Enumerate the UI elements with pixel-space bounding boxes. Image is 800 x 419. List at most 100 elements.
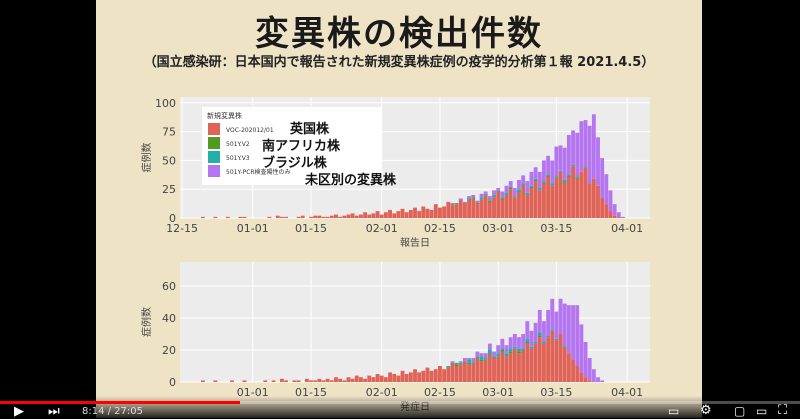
legend-annotation: ブラジル株 — [262, 155, 328, 171]
bar-segment — [529, 171, 534, 186]
bar-segment — [438, 366, 442, 382]
bar-segment — [562, 346, 567, 382]
bar-segment — [542, 343, 546, 382]
bar-segment — [537, 310, 542, 333]
bar-segment — [504, 194, 509, 218]
bar-segment — [350, 213, 355, 218]
bar-segment — [591, 114, 596, 179]
bar-segment — [508, 181, 513, 187]
bar-segment — [550, 329, 555, 331]
bar-segment — [517, 189, 521, 192]
bar-segment — [554, 177, 559, 179]
bar-segment — [375, 211, 380, 218]
bar-segment — [230, 380, 234, 382]
bar-segment — [496, 356, 501, 382]
bar-segment — [583, 342, 588, 378]
bar-segment — [471, 361, 476, 363]
y-tick-label: 0 — [169, 212, 176, 225]
bar-segment — [542, 321, 546, 342]
subtitles-icon[interactable]: ▭ — [668, 404, 680, 418]
bar-segment — [504, 192, 509, 195]
bar-segment — [537, 335, 542, 338]
bar-segment — [529, 346, 534, 349]
bar-segment — [546, 175, 551, 177]
miniplayer-icon[interactable]: ▢ — [734, 404, 746, 418]
bar-segment — [575, 176, 580, 178]
progress-played — [0, 401, 240, 404]
bar-segment — [492, 351, 496, 357]
bar-segment — [471, 197, 476, 218]
bar-segment — [533, 178, 538, 180]
bar-segment — [392, 213, 397, 218]
bar-segment — [571, 166, 575, 218]
y-tick-label: 60 — [162, 280, 176, 293]
bar-segment — [596, 185, 600, 218]
fullscreen-icon[interactable]: ⛶ — [778, 403, 788, 418]
bar-segment — [487, 353, 492, 355]
bar-segment — [467, 196, 472, 199]
bar-segment — [512, 197, 517, 218]
x-tick-label: 03-15 — [540, 222, 572, 235]
bar-segment — [579, 324, 584, 373]
bar-segment — [583, 120, 588, 167]
bar-segment — [462, 358, 467, 362]
bar-segment — [587, 125, 592, 184]
bar-segment — [275, 215, 280, 218]
bar-segment — [338, 378, 343, 382]
bar-segment — [562, 303, 567, 346]
bar-segment — [608, 211, 613, 218]
bar-segment — [579, 372, 584, 382]
bar-segment — [571, 305, 575, 360]
bar-segment — [267, 216, 272, 218]
settings-icon[interactable]: ⚙ — [700, 403, 712, 418]
bar-segment — [616, 212, 621, 217]
x-axis-label: 報告日 — [400, 236, 430, 249]
bar-segment — [562, 179, 567, 183]
bar-segment — [400, 208, 405, 218]
bar-segment — [471, 194, 476, 197]
bar-segment — [521, 183, 526, 185]
bar-segment — [521, 334, 526, 349]
progress-bar[interactable] — [0, 401, 800, 404]
bar-segment — [325, 378, 330, 382]
bar-segment — [371, 377, 376, 382]
bar-segment — [508, 348, 513, 352]
legend-swatch — [208, 165, 220, 177]
bar-segment — [504, 356, 509, 382]
bar-segment — [325, 216, 330, 218]
bar-segment — [483, 194, 488, 218]
bar-segment — [433, 204, 438, 218]
theater-icon[interactable]: ▭ — [756, 404, 768, 418]
bar-segment — [213, 380, 218, 382]
bar-segment — [562, 183, 567, 218]
bar-segment — [517, 351, 521, 354]
bar-segment — [433, 369, 438, 382]
bar-segment — [525, 321, 530, 339]
bar-segment — [279, 216, 284, 218]
y-tick-label: 40 — [162, 312, 176, 325]
bar-segment — [487, 201, 492, 218]
bar-segment — [309, 380, 313, 382]
bar-segment — [566, 175, 571, 177]
next-icon[interactable]: ⏭ — [48, 404, 60, 419]
bar-segment — [346, 377, 351, 382]
bar-segment — [571, 359, 575, 382]
legend-box — [202, 107, 382, 185]
x-tick-label: 04-01 — [611, 386, 643, 399]
bar-segment — [354, 375, 359, 382]
bar-segment — [458, 362, 463, 365]
bar-segment — [558, 170, 563, 172]
bar-segment — [296, 216, 301, 218]
play-icon[interactable]: ▶ — [14, 404, 24, 419]
bar-segment — [550, 160, 555, 184]
bar-segment — [554, 340, 559, 382]
bar-segment — [508, 186, 513, 189]
bar-segment — [546, 337, 551, 382]
bar-segment — [479, 359, 484, 362]
bar-segment — [575, 305, 580, 366]
bar-segment — [467, 358, 472, 360]
bar-segment — [587, 358, 592, 381]
bar-segment — [500, 338, 505, 349]
bar-segment — [342, 380, 347, 382]
